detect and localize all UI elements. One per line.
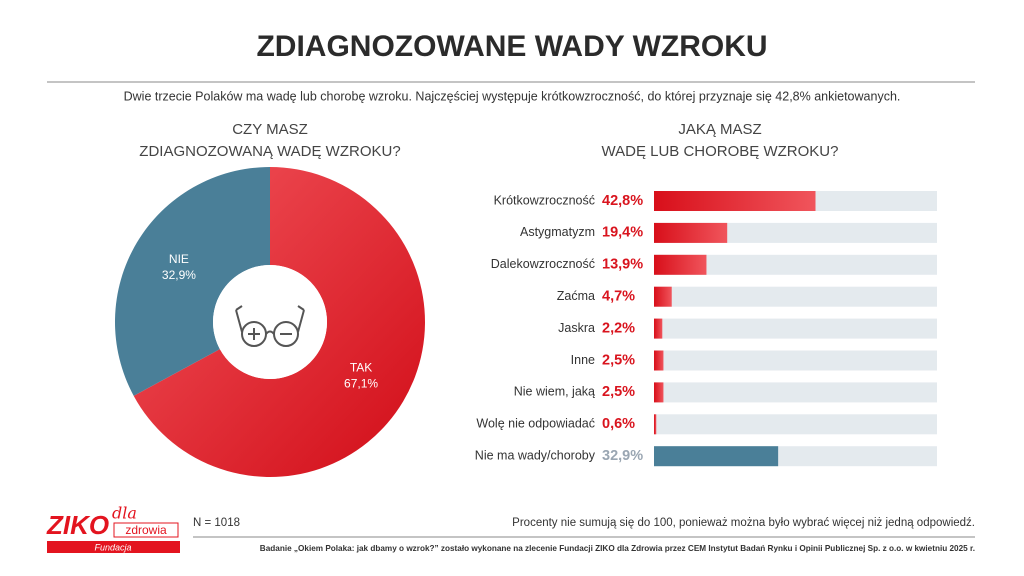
footnote: Procenty nie sumują się do 100, ponieważ… bbox=[512, 517, 975, 529]
bar bbox=[654, 254, 707, 275]
bar-category: Astygmatyzm bbox=[520, 225, 595, 239]
bar-value: 32,9% bbox=[602, 448, 643, 464]
glasses-icon bbox=[213, 265, 327, 379]
bar-value: 4,7% bbox=[602, 289, 635, 305]
bar-track bbox=[654, 382, 937, 403]
logo-brand: ZIKO bbox=[46, 510, 109, 540]
bar-value: 13,9% bbox=[602, 257, 643, 273]
bar-track bbox=[654, 286, 937, 307]
bar-category: Nie wiem, jaką bbox=[514, 385, 595, 399]
logo-zdrowia: zdrowia bbox=[125, 523, 167, 537]
slice-category: NIE bbox=[169, 252, 189, 266]
slice-value: 67,1% bbox=[344, 376, 378, 390]
bar bbox=[654, 222, 728, 243]
bar bbox=[654, 286, 672, 307]
bar-track bbox=[654, 350, 937, 371]
subtitle: Dwie trzecie Polaków ma wadę lub chorobę… bbox=[124, 89, 901, 103]
bar-value: 2,5% bbox=[602, 384, 635, 400]
bar bbox=[654, 318, 663, 339]
bar-value: 2,2% bbox=[602, 320, 635, 336]
page-title: ZDIAGNOZOWANE WADY WZROKU bbox=[256, 30, 767, 63]
bar bbox=[654, 191, 816, 211]
sample-size: N = 1018 bbox=[193, 517, 240, 529]
bar-category: Jaskra bbox=[558, 321, 595, 335]
slice-category: TAK bbox=[350, 360, 372, 374]
bar bbox=[654, 382, 664, 403]
bar bbox=[654, 350, 664, 371]
slice-value: 32,9% bbox=[162, 268, 196, 282]
logo-fundacja: Fundacja bbox=[94, 542, 131, 552]
bar-category: Zaćma bbox=[557, 289, 595, 303]
bar-track bbox=[654, 254, 937, 275]
pie-slice bbox=[114, 167, 270, 396]
logo: ZIKO dla zdrowia Fundacja bbox=[46, 504, 180, 553]
bar-value: 0,6% bbox=[602, 416, 635, 432]
bar bbox=[654, 446, 779, 467]
bar-category: Dalekowzroczność bbox=[491, 257, 595, 271]
bar-track bbox=[654, 414, 937, 435]
pie-title: CZY MASZ ZDIAGNOZOWANĄ WADĘ WZROKU? bbox=[139, 121, 400, 160]
bar-value: 2,5% bbox=[602, 352, 635, 368]
source: Badanie „Okiem Polaka: jak dbamy o wzrok… bbox=[260, 544, 975, 553]
pie-slice bbox=[133, 167, 425, 477]
bar-category: Krótkowzroczność bbox=[494, 193, 595, 207]
bar-value: 42,8% bbox=[602, 193, 643, 209]
pie-chart: TAK 67,1% NIE 32,9% bbox=[114, 167, 425, 477]
logo-dla: dla bbox=[112, 504, 137, 523]
bar-category: Inne bbox=[571, 353, 595, 367]
bar-track bbox=[654, 318, 937, 339]
bar-category: Wolę nie odpowiadać bbox=[476, 417, 595, 431]
bar-chart: Krótkowzroczność 42,8% Astygmatyzm 19,4% Dal… bbox=[475, 191, 937, 467]
bar-title: JAKĄ MASZ WADĘ LUB CHOROBĘ WZROKU? bbox=[602, 121, 839, 160]
bar-category: Nie ma wady/choroby bbox=[475, 448, 596, 462]
bar bbox=[654, 414, 657, 435]
bar-value: 19,4% bbox=[602, 225, 643, 241]
